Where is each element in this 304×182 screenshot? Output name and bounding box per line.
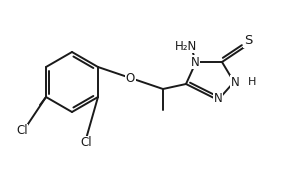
Text: Cl: Cl [80,136,92,149]
Text: N: N [231,76,239,88]
Text: H₂N: H₂N [175,39,197,52]
Text: N: N [191,56,199,68]
Text: Cl: Cl [16,124,28,137]
Text: H: H [248,77,256,87]
Text: S: S [244,35,252,48]
Text: N: N [214,92,222,106]
Text: O: O [126,72,135,84]
